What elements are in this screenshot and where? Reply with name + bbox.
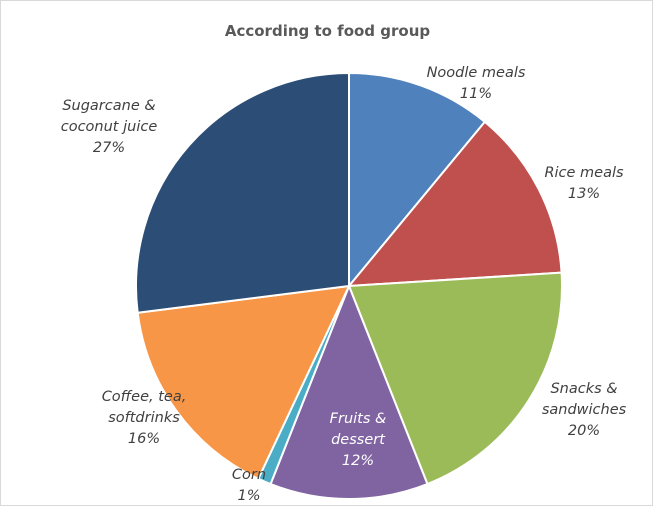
data-label-coffee-tea-softdrinks: Coffee, tea, softdrinks 16%	[102, 389, 187, 447]
data-label-fruits-and-dessert: Fruits & dessert 12%	[330, 411, 387, 469]
pie-slice-rice-meals	[348, 120, 563, 287]
pie-slice-coffee-tea-softdrinks	[136, 285, 350, 480]
data-label-corn: Corn 1%	[232, 467, 266, 504]
pie-slice-snacks-and-sandwiches	[348, 271, 563, 486]
pie-slice-fruits-and-dessert	[269, 285, 429, 500]
chart-title: According to food group	[224, 22, 431, 40]
data-label-sugarcane-and-coconut-juice: Sugarcane & coconut juice 27%	[61, 98, 158, 156]
data-label-snacks-and-sandwiches: Snacks & sandwiches 20%	[542, 381, 627, 439]
pie-slice-sugarcane-and-coconut-juice	[135, 72, 350, 314]
pie-slice-noodle-meals	[348, 72, 486, 287]
data-label-noodle-meals: Noodle meals 11%	[427, 65, 526, 102]
data-label-rice-meals: Rice meals 13%	[544, 165, 624, 202]
